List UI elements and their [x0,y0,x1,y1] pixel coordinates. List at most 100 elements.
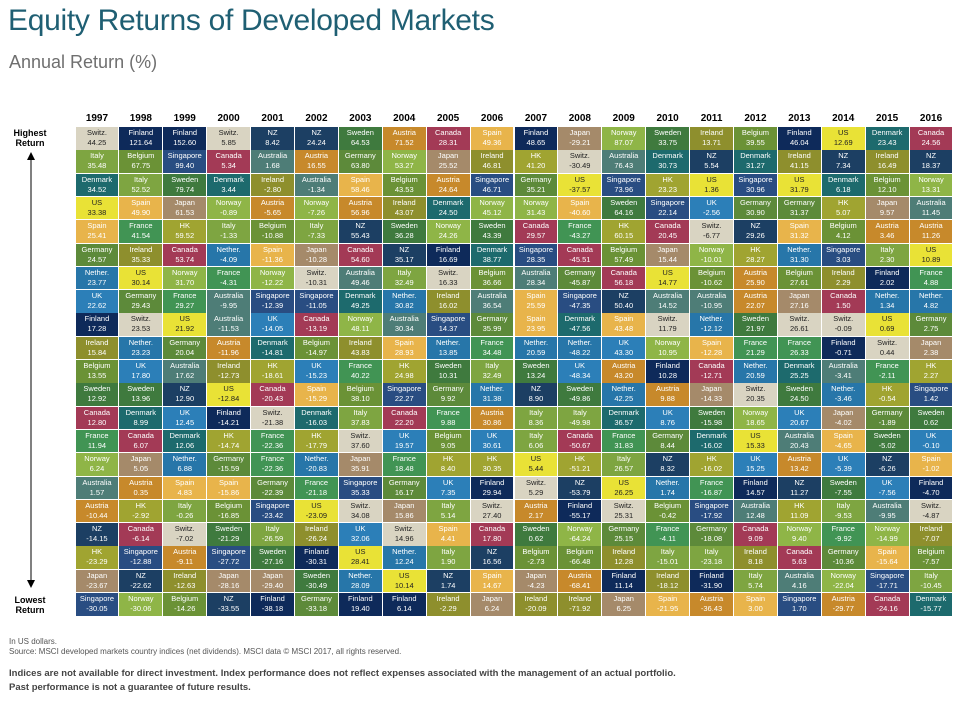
return-value: 22.20 [394,417,414,427]
country-label: UK [706,197,717,207]
return-value: 10.31 [438,371,458,380]
country-label: UK [311,361,322,370]
return-value: -37.57 [569,184,591,194]
country-label: France [919,267,943,277]
return-value: -15.98 [700,417,723,427]
return-cell: US 33.38 [75,196,119,220]
country-label: Nether. [567,337,592,347]
return-value: -21.95 [656,604,679,613]
return-value: 13.55 [87,371,107,380]
return-cell: Sweden 79.74 [163,173,207,197]
return-cell: Belgium 57.49 [602,243,646,266]
return-cell: Finland 48.65 [514,127,558,150]
return-value: 16.17 [394,487,414,497]
return-cell: Singapore -12.88 [119,546,163,569]
return-cell: Belgium 9.05 [426,429,470,453]
year-header-2004: 2004 [393,113,416,124]
return-value: -14.97 [305,347,328,357]
return-value: -3.41 [834,371,852,380]
country-label: Australia [214,314,244,324]
return-value: 5.63 [792,557,807,567]
return-value: -0.54 [878,394,896,404]
return-value: -15.59 [217,464,240,474]
country-label: Switz. [350,500,371,510]
return-cell: Spain -40.60 [558,196,602,220]
country-label: Canada [478,524,506,534]
country-label: France [85,430,109,440]
return-value: 5.54 [704,161,719,171]
return-cell: Spain -15.64 [865,546,909,569]
return-value: 25.31 [614,510,634,520]
return-value: 16.69 [438,254,458,264]
country-label: Sweden [829,477,857,487]
return-value: 14.37 [438,324,458,334]
return-value: 49.25 [350,301,370,311]
return-cell: Australia -3.41 [821,360,865,383]
return-value: -48.34 [569,371,591,380]
country-label: Italy [309,221,324,231]
return-cell: Australia 4.16 [777,569,821,593]
return-cell: Austria -36.43 [690,593,733,616]
country-label: UK [267,314,278,324]
country-label: Austria [875,221,899,231]
country-label: Italy [924,570,938,580]
return-cell: Belgium 38.10 [338,383,382,406]
return-value: 32.49 [394,277,414,287]
return-cell: UK 7.35 [426,476,470,499]
return-cell: Japan -28.16 [207,569,251,593]
return-value: 35.17 [394,254,414,264]
return-value: -10.62 [700,277,723,287]
return-cell: US 15.33 [734,429,777,453]
country-label: Sweden [171,174,199,184]
return-value: -22.36 [261,464,284,474]
return-value: -7.56 [878,487,896,497]
return-value: 41.54 [131,231,151,241]
country-label: France [260,454,285,464]
return-cell: Denmark -15.77 [909,593,953,616]
country-label: Germany [696,524,727,534]
return-value: 17.62 [175,371,195,380]
country-label: Finland [567,500,593,510]
return-value: 29.57 [526,231,546,241]
year-header-2014: 2014 [832,113,855,124]
year-header-2003: 2003 [349,113,372,124]
return-cell: Canada -12.71 [690,360,733,383]
return-value: 41.15 [789,161,809,171]
country-label: Austria [919,221,943,231]
return-cell: Finland -0.71 [821,336,865,360]
return-value: 13.85 [438,347,458,357]
return-value: 121.64 [129,138,153,147]
country-label: HK [399,361,410,370]
country-label: Austria [612,361,636,370]
country-label: NZ [311,128,322,137]
country-label: Nether. [128,337,153,347]
return-cell: Sweden -21.29 [207,523,251,546]
return-cell: Finland -4.70 [909,476,953,499]
country-label: Australia [477,291,507,301]
return-cell: Germany 8.44 [646,429,690,453]
country-label: Belgium [741,128,769,137]
country-label: Austria [480,407,504,417]
country-label: Belgium [434,430,462,440]
country-label: Singapore [694,500,729,510]
return-cell: Ireland 41.15 [777,150,821,173]
country-label: NZ [399,244,410,254]
country-label: Denmark [257,337,288,347]
return-value: -40.60 [569,207,591,217]
return-value: 8.42 [265,138,280,147]
return-value: 25.90 [746,277,765,287]
return-value: 11.45 [921,207,941,217]
return-value: 56.18 [614,277,634,287]
return-value: -4.70 [922,487,940,497]
country-label: UK [794,407,805,417]
return-cell: Switz. 11.79 [646,313,690,336]
return-cell: Australia 1.68 [251,150,294,173]
return-value: 12.48 [746,510,765,520]
return-cell: Sweden 64.16 [602,196,646,220]
return-value: 42.25 [614,394,634,404]
country-label: US [838,128,849,137]
country-label: Finland [523,128,549,137]
return-cell: Australia 12.48 [734,499,777,523]
country-label: Sweden [215,524,243,534]
source-note: Source: MSCI developed markets country i… [9,647,402,656]
